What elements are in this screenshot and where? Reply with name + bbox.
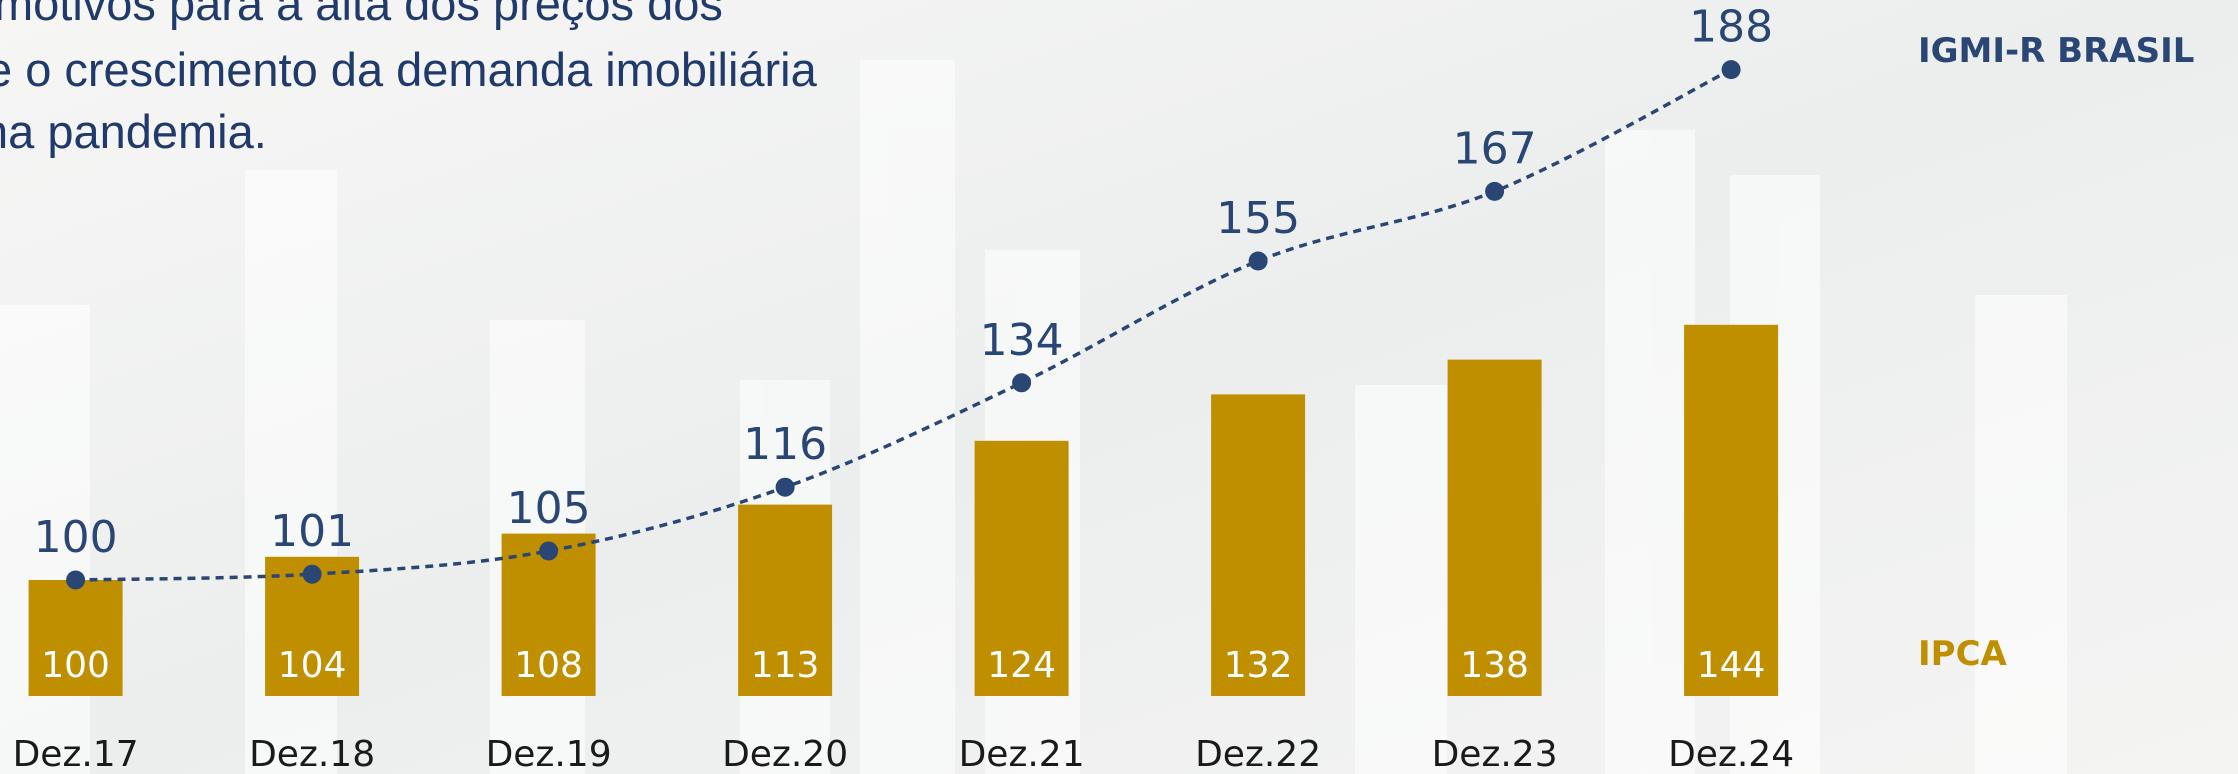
point-value-label: 155 (1216, 193, 1300, 244)
x-tick-label: Dez.21 (959, 734, 1085, 774)
point (1721, 60, 1741, 80)
point (302, 564, 322, 584)
intro-line: e o crescimento da demanda imobiliária (0, 43, 818, 96)
bar-value-label: 124 (987, 645, 1056, 686)
x-tick-label: Dez.20 (722, 734, 848, 774)
point (1485, 181, 1505, 201)
legend-label: IGMI-R BRASIL (1918, 31, 2194, 71)
x-tick-label: Dez.17 (13, 734, 139, 774)
bar-value-label: 144 (1697, 645, 1766, 686)
intro-line: na pandemia. (0, 105, 267, 158)
line (75, 68, 1732, 582)
x-tick-label: Dez.19 (486, 734, 612, 774)
point-value-label: 100 (34, 512, 118, 563)
x-tick-label: Dez.22 (1195, 734, 1321, 774)
point-value-label: 101 (270, 506, 354, 557)
bar-value-label: 108 (514, 645, 583, 686)
bar (1684, 324, 1779, 696)
bar-value-label: 100 (41, 645, 110, 686)
point-value-label: 167 (1453, 123, 1537, 174)
intro-line: motivos para a alta dos preços dos (0, 0, 723, 30)
bar-value-label: 104 (278, 645, 347, 686)
point (539, 541, 559, 561)
point-value-label: 105 (507, 483, 591, 534)
bar-value-label: 132 (1224, 645, 1293, 686)
x-tick-label: Dez.23 (1432, 734, 1558, 774)
bar-value-label: 113 (751, 645, 820, 686)
bar (501, 533, 596, 696)
point (66, 570, 86, 590)
bar (738, 504, 833, 696)
bar (28, 580, 123, 696)
point (1248, 251, 1268, 271)
point-value-label: 134 (980, 315, 1064, 366)
point (1012, 373, 1032, 393)
bar (1211, 394, 1306, 696)
intro-text: motivos para a alta dos preços dos e o c… (0, 0, 818, 158)
point-value-label: 188 (1689, 2, 1773, 53)
x-tick-label: Dez.18 (249, 734, 375, 774)
point (775, 477, 795, 497)
legend-label: IPCA (1918, 634, 2008, 674)
bar (1447, 359, 1542, 696)
bar (974, 440, 1069, 696)
bar-value-label: 138 (1460, 645, 1529, 686)
x-tick-label: Dez.24 (1668, 734, 1794, 774)
point-value-label: 116 (743, 419, 827, 470)
